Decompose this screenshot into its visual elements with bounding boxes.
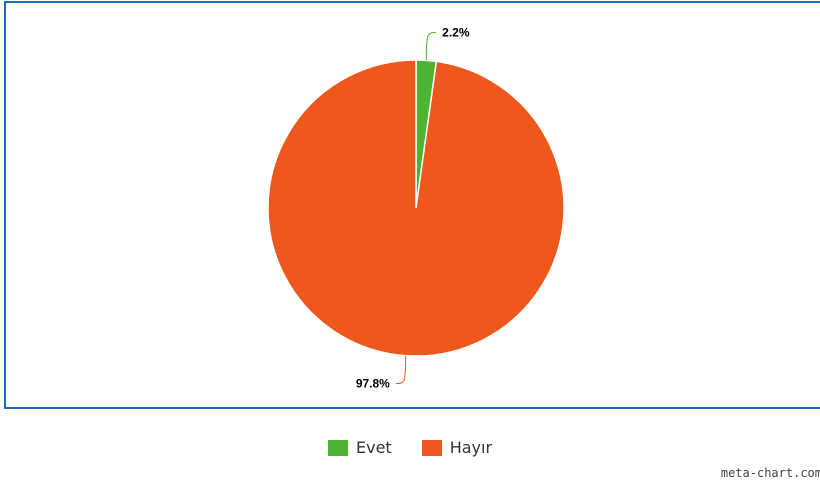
pie-slice-hayir[interactable] bbox=[267, 59, 565, 357]
connector-evet bbox=[425, 31, 437, 61]
chart-frame: 2.2% 97.8% bbox=[4, 1, 820, 409]
data-label-hayir: 97.8% bbox=[356, 377, 390, 391]
legend-item-evet[interactable]: Evet bbox=[327, 438, 392, 457]
connector-hayir bbox=[395, 355, 407, 385]
legend-item-hayir[interactable]: Hayır bbox=[421, 438, 493, 457]
pie-chart: 2.2% 97.8% bbox=[267, 25, 565, 391]
legend: Evet Hayır bbox=[0, 438, 820, 457]
legend-swatch-evet bbox=[327, 439, 348, 456]
data-label-evet: 2.2% bbox=[442, 25, 470, 39]
watermark: meta-chart.com bbox=[720, 466, 820, 480]
legend-label-hayir: Hayır bbox=[449, 438, 493, 457]
legend-swatch-hayir bbox=[421, 439, 442, 456]
legend-label-evet: Evet bbox=[355, 438, 392, 457]
